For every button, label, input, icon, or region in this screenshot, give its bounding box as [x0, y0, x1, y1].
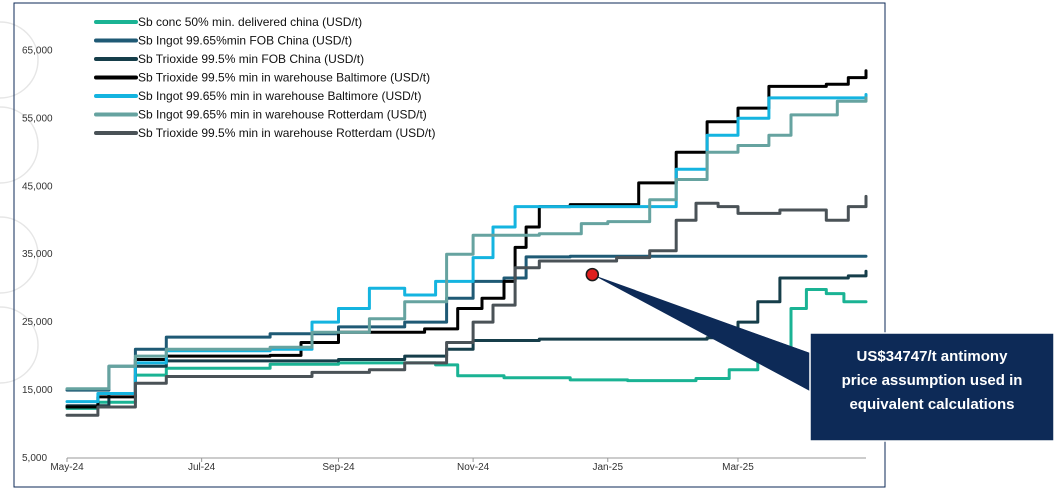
- y-tick-label: 25,000: [22, 317, 53, 328]
- callout-box: [809, 332, 1055, 442]
- x-tick-label: Nov-24: [457, 462, 490, 473]
- x-tick-label: Sep-24: [322, 462, 355, 473]
- legend-label: Sb Trioxide 99.5% min FOB China (USD/t): [138, 52, 364, 66]
- callout-text-line: price assumption used in: [842, 372, 1023, 389]
- legend-label: Sb Ingot 99.65% min in warehouse Rotterd…: [138, 108, 427, 122]
- legend-label: Sb Trioxide 99.5% min in warehouse Rotte…: [138, 126, 435, 140]
- callout-text-line: equivalent calculations: [849, 396, 1014, 413]
- series-line-6: [65, 96, 868, 391]
- assumption-marker: [585, 267, 600, 282]
- legend-label: Sb Ingot 99.65% min in warehouse Baltimo…: [138, 89, 421, 103]
- plot-frame: [13, 2, 886, 488]
- series-line-2: [65, 254, 868, 392]
- x-tick-label: Jul-24: [188, 462, 216, 473]
- y-tick-label: 45,000: [22, 181, 53, 192]
- y-tick-label: 5,000: [22, 453, 47, 464]
- legend-label: Sb Ingot 99.65%min FOB China (USD/t): [138, 34, 352, 48]
- legend-label: Sb Trioxide 99.5% min in warehouse Balti…: [138, 71, 430, 85]
- callout-text-line: US$34747/t antimony: [857, 348, 1009, 365]
- x-tick-label: May-24: [50, 462, 84, 473]
- y-tick-label: 55,000: [22, 113, 53, 124]
- y-axis: 5,000 15,000 25,000 35,000 45,000 55,000 65,00…: [22, 45, 53, 464]
- series-lines: [65, 69, 868, 417]
- x-tick-label: Jan-25: [592, 462, 623, 473]
- series-line-4: [65, 69, 868, 409]
- x-axis: May-24 Jul-24 Sep-24 Nov-24 Jan-25 Mar-25: [50, 458, 754, 473]
- background-decoration: [0, 21, 39, 384]
- series-line-7: [65, 194, 868, 417]
- y-tick-label: 35,000: [22, 249, 53, 260]
- series-line-3: [65, 269, 868, 408]
- series-line-1: [65, 288, 868, 410]
- price-annotation: US$34747/t antimony price assumption used…: [585, 267, 1055, 442]
- callout-pointer-tail: [592, 274, 810, 391]
- legend-label: Sb conc 50% min. delivered china (USD/t): [138, 15, 362, 29]
- y-tick-label: 65,000: [22, 45, 53, 56]
- legend: Sb conc 50% min. delivered china (USD/t)…: [94, 15, 435, 140]
- y-tick-label: 15,000: [22, 385, 53, 396]
- x-tick-label: Mar-25: [722, 462, 754, 473]
